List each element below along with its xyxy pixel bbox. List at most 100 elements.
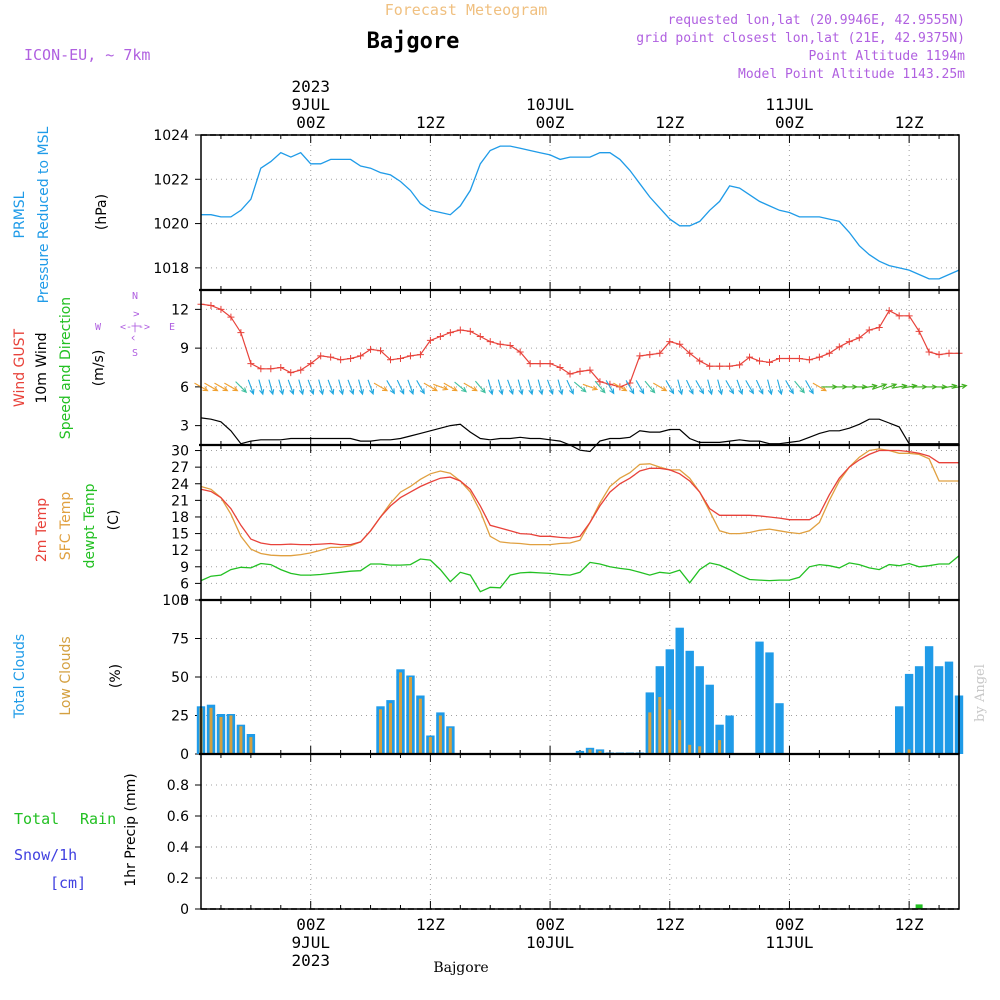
gust-marker [636,352,644,360]
wind-arrow [573,381,587,393]
gust-marker [476,333,484,340]
wind-frame [200,289,960,446]
gust-marker [337,356,345,364]
chart-title: Forecast Meteogram [385,1,548,19]
pressure-ytick-label: 1024 [153,128,189,144]
gust-marker [556,364,564,371]
gust-marker [835,343,843,351]
compass-n: N [132,291,138,302]
wind-arrow [653,382,668,392]
pressure-label-prmsl: PRMSL [12,191,28,238]
wind-arrow [235,381,248,394]
credit: by Angel [973,664,988,722]
gust-marker [297,366,305,374]
total-cloud-bar [575,750,585,754]
gust-marker [915,327,923,335]
wind-label-speed-dir: Speed and Direction [58,297,74,439]
gust-marker [406,352,414,360]
wind-arrow [745,380,754,395]
gust-marker [526,360,534,368]
wind-ytick-label: 12 [171,302,189,318]
wind-arrow [707,379,714,396]
temperature-frame [200,444,960,601]
gust-marker [387,356,394,364]
bottom-time-label: 11JUL [765,933,813,952]
gust-marker [676,340,684,348]
low-cloud-bar [598,750,602,754]
total-cloud-bar [944,661,954,754]
top-time-label: 9JUL [291,95,330,114]
total-cloud-bar [755,641,764,754]
clouds-frame [200,599,960,755]
wind-ytick-label: 6 [180,380,189,396]
gust-marker [646,351,654,359]
gust-marker [706,362,714,370]
low-cloud-bar [438,715,442,754]
wind-arrow [605,380,615,395]
wind-arrow [546,379,554,396]
gust-marker [227,313,235,321]
top-time-label: 10JUL [526,95,574,114]
gust-marker [247,360,255,368]
total-cloud-bar [675,627,684,754]
gust-marker [746,353,754,361]
low-cloud-bar [418,698,422,754]
gust-marker [466,327,474,335]
total-cloud-bar [715,724,724,754]
pressure-ytick-label: 1020 [153,217,189,233]
pressure-ytick-label: 1018 [153,261,189,277]
wind-arrow [872,383,888,390]
low-cloud-bar [588,749,592,754]
gust-marker [726,362,734,370]
gust-marker [736,361,744,369]
clouds-ytick-label: 25 [171,709,189,725]
bottom-time-label: 12Z [416,915,445,934]
total-cloud-bar [914,666,924,754]
wind-arrow [247,379,255,396]
plot-layer: 1018102010221024369123691215182124273002… [153,77,968,970]
gust-marker [367,345,375,353]
gust-marker [347,354,355,362]
gust-marker [267,365,275,373]
gust-marker [516,348,524,356]
precip-ytick-label: 0.4 [167,840,189,856]
gust-marker [875,323,883,331]
wind-ytick-label: 3 [180,419,189,435]
wind-arrow [423,382,438,392]
gust-marker [217,305,225,313]
gust-marker [885,307,893,315]
wind10m-line [200,417,959,453]
wind-arrow [881,383,898,390]
gust-marker [317,352,325,360]
wind-arrow [327,379,335,396]
gust-marker [257,365,265,373]
wind-arrow [224,382,239,392]
precip-ytick-label: 0.8 [167,778,189,794]
bottom-time-label: 12Z [655,915,684,934]
model-label: ICON-EU, ~ 7km [24,46,150,64]
wind-arrow [463,382,478,392]
clouds-ytick-label: 100 [162,593,189,609]
temp-label-2m: 2m Temp [34,498,50,562]
precip-ytick-label: 0.6 [167,809,189,825]
top-time-label: 11JUL [765,95,813,114]
compass: N S W E <-|-> ^ | v [95,291,175,359]
pressure-ytick-label: 1022 [153,172,189,188]
grid-point-coords: grid point closest lon,lat (21E, 42.9375… [636,31,965,46]
wind-arrow [566,379,574,395]
wind-arrow [725,380,735,395]
temp-label-dewpt: dewpt Temp [82,483,98,568]
rain-bar [915,904,923,909]
wind-label-10m: 10m Wind [34,332,50,403]
wind-arrow [613,382,628,392]
low-cloud-bar [688,744,692,754]
temperature-ytick-label: 6 [180,576,189,592]
low-cloud-bar [239,726,243,754]
low-cloud-bar [678,720,682,754]
gust-marker [815,353,823,361]
pressure-frame [200,134,960,291]
gust-marker [426,336,434,344]
cloud-label-total: Total Clouds [12,634,28,719]
temp-label-unit: (C) [106,510,122,531]
